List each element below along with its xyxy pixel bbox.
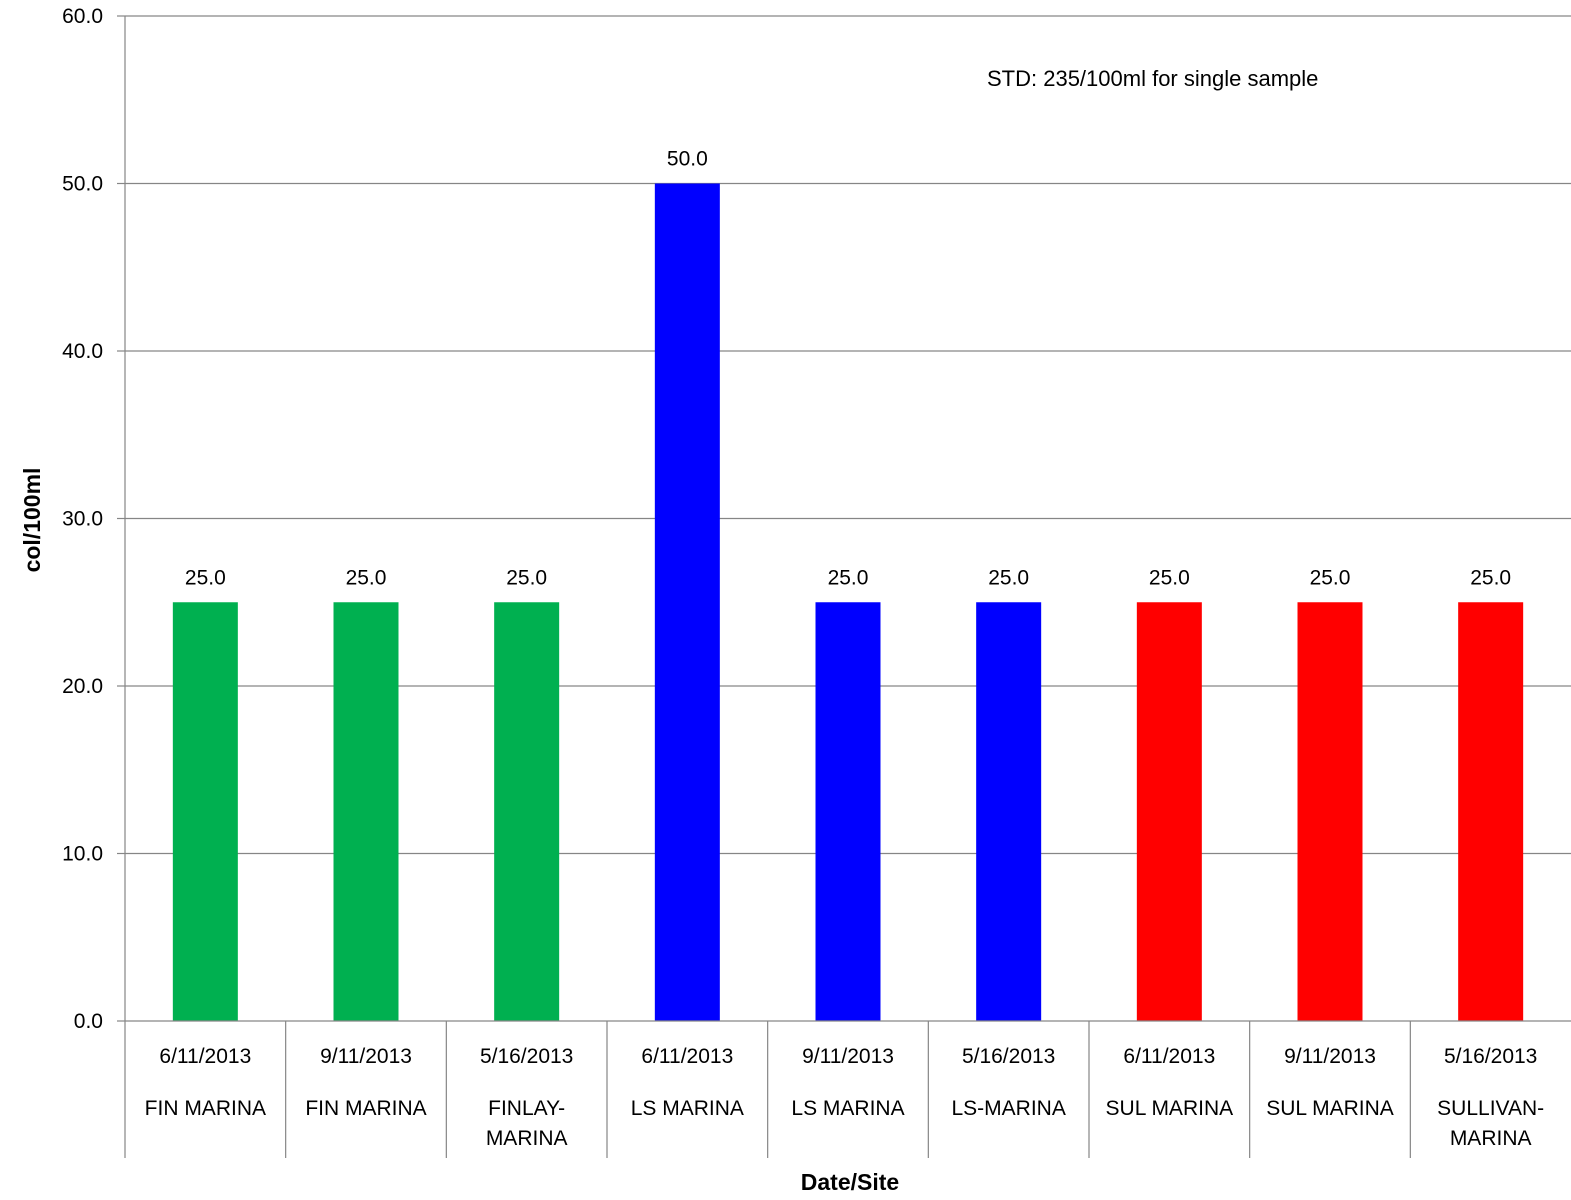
x-axis-title: Date/Site xyxy=(801,1169,899,1195)
x-tick-date-label: 6/11/2013 xyxy=(159,1045,251,1068)
x-tick-site-label: LS MARINA xyxy=(791,1097,904,1120)
x-tick-date-label: 5/16/2013 xyxy=(962,1045,1055,1068)
data-label: 25.0 xyxy=(1149,566,1190,589)
y-tick-label: 10.0 xyxy=(62,843,103,866)
x-tick-date-label: 6/11/2013 xyxy=(641,1045,733,1068)
y-axis-title: col/100ml xyxy=(19,468,45,573)
x-tick-site-label: FINLAY- xyxy=(488,1097,565,1120)
y-tick-label: 20.0 xyxy=(62,675,103,698)
data-label: 25.0 xyxy=(1310,566,1351,589)
x-tick-site-label: MARINA xyxy=(486,1127,568,1150)
bar xyxy=(333,602,399,1021)
bar xyxy=(976,602,1042,1021)
x-tick-date-label: 9/11/2013 xyxy=(1284,1045,1376,1068)
data-label: 25.0 xyxy=(346,566,387,589)
standard-annotation: STD: 235/100ml for single sample xyxy=(987,66,1318,91)
bar xyxy=(1136,602,1202,1021)
y-tick-label: 50.0 xyxy=(62,173,103,196)
x-tick-site-label: FIN MARINA xyxy=(145,1097,266,1120)
data-label: 25.0 xyxy=(185,566,226,589)
data-label: 25.0 xyxy=(988,566,1029,589)
y-tick-label: 0.0 xyxy=(74,1010,103,1033)
y-tick-label: 40.0 xyxy=(62,340,103,363)
bar xyxy=(815,602,881,1021)
x-tick-date-label: 5/16/2013 xyxy=(480,1045,573,1068)
x-tick-date-label: 9/11/2013 xyxy=(320,1045,412,1068)
data-label: 25.0 xyxy=(506,566,547,589)
y-axis-ticks: 0.0 10.0 20.0 30.0 40.0 50.0 60.0 xyxy=(62,5,126,1033)
x-tick-date-label: 6/11/2013 xyxy=(1123,1045,1215,1068)
y-tick-label: 60.0 xyxy=(62,5,103,28)
data-label: 25.0 xyxy=(828,566,869,589)
x-tick-date-label: 9/11/2013 xyxy=(802,1045,894,1068)
bar xyxy=(1297,602,1363,1021)
bar xyxy=(1458,602,1524,1021)
bar xyxy=(654,183,720,1021)
x-tick-site-label: SULLIVAN- xyxy=(1437,1097,1544,1120)
bar xyxy=(172,602,238,1021)
x-tick-site-label: SUL MARINA xyxy=(1106,1097,1234,1120)
y-tick-label: 30.0 xyxy=(62,508,103,531)
x-tick-date-label: 5/16/2013 xyxy=(1444,1045,1537,1068)
x-tick-site-label: LS-MARINA xyxy=(951,1097,1065,1120)
data-label: 50.0 xyxy=(667,148,708,171)
x-axis: 6/11/2013 FIN MARINA 9/11/2013 FIN MARINA 5/… xyxy=(124,1020,1571,1158)
x-tick-site-label: MARINA xyxy=(1450,1127,1532,1150)
x-tick-site-label: SUL MARINA xyxy=(1266,1097,1394,1120)
x-tick-site-label: FIN MARINA xyxy=(305,1097,426,1120)
data-labels: 25.0 25.0 25.0 50.0 25.0 25.0 25.0 25.0 25.0 xyxy=(185,148,1511,590)
data-label: 25.0 xyxy=(1470,566,1511,589)
bars xyxy=(172,183,1524,1021)
x-tick-site-label: LS MARINA xyxy=(631,1097,744,1120)
bar xyxy=(494,602,560,1021)
